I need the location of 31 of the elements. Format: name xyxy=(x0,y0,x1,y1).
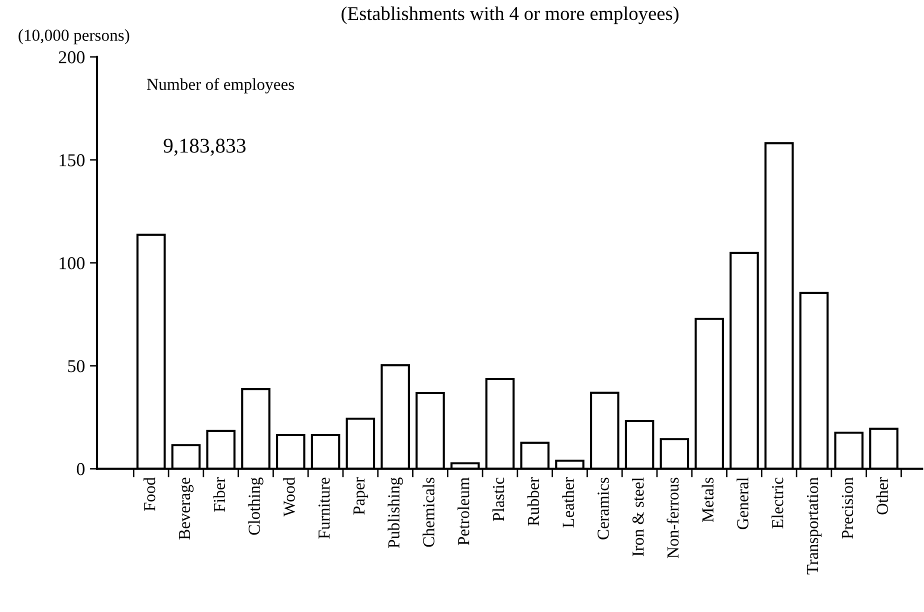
x-tick-label: Clothing xyxy=(248,477,264,535)
x-tick-label: Paper xyxy=(354,477,368,515)
y-axis-title: (10,000 persons) xyxy=(18,29,130,44)
y-tick-label: 100 xyxy=(60,257,85,270)
y-tick-label: 200 xyxy=(58,51,85,64)
x-tick-label: Ceramics xyxy=(598,478,609,540)
y-tick-label: 150 xyxy=(60,154,85,166)
annotation: Number of employees xyxy=(147,78,294,94)
x-tick-label: Beverage xyxy=(179,478,194,540)
chart-title: (Establishments with 4 or more employees) xyxy=(342,6,678,24)
x-tick-label: Publishing xyxy=(388,477,403,548)
x-tick-label: Petroleum xyxy=(458,477,470,546)
x-tick-label: General xyxy=(736,477,748,530)
x-tick-label: Iron & steel xyxy=(632,477,644,556)
x-tick-label: Electric xyxy=(772,478,784,528)
x-tick-label: Transportation xyxy=(806,477,822,574)
x-tick-label: Wood xyxy=(283,477,295,517)
x-tick-label: Food xyxy=(144,477,156,511)
y-tick-label: 0 xyxy=(76,463,85,476)
x-tick-label: Other xyxy=(876,477,888,514)
x-tick-label: Chemicals xyxy=(422,478,434,547)
x-tick-label: Precision xyxy=(842,477,854,539)
x-tick-label: Furniture xyxy=(318,478,330,539)
x-tick-label: Rubber xyxy=(527,477,540,526)
x-tick-label: Non-ferrous xyxy=(666,478,679,558)
x-tick-label: Plastic xyxy=(492,478,504,522)
y-tick-label: 50 xyxy=(68,360,85,372)
x-tick-label: Leather xyxy=(562,477,574,528)
annotation: 9,183,833 xyxy=(164,138,246,156)
x-tick-label: Fiber xyxy=(213,477,226,512)
x-tick-label: Metals xyxy=(702,478,714,522)
